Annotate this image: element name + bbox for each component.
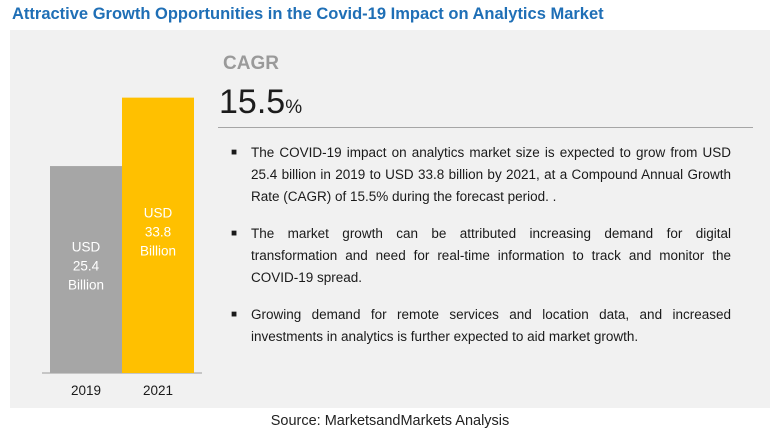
bar-2021 bbox=[122, 97, 194, 374]
square-bullet-icon: ■ bbox=[231, 147, 238, 158]
bullet-text: The market growth can be attributed incr… bbox=[251, 226, 731, 285]
x-tick-label: 2021 bbox=[143, 383, 173, 398]
bar-data-label: Billion bbox=[140, 243, 176, 258]
chart-title: Attractive Growth Opportunities in the C… bbox=[12, 5, 604, 23]
bar-data-label: USD bbox=[72, 240, 101, 255]
source-note: Source: MarketsandMarkets Analysis bbox=[270, 413, 510, 429]
bullet-list: ■ The COVID-19 impact on analytics market… bbox=[231, 142, 731, 363]
bar-data-label: Billion bbox=[68, 278, 104, 293]
bullet-item: ■ Growing demand for remote services and … bbox=[231, 304, 731, 348]
square-bullet-icon: ■ bbox=[231, 228, 238, 239]
x-tick-label: 2019 bbox=[71, 383, 101, 398]
bullet-text: The COVID-19 impact on analytics market … bbox=[251, 145, 731, 204]
bullet-item: ■ The COVID-19 impact on analytics market… bbox=[231, 142, 731, 208]
bar-2019 bbox=[50, 166, 122, 373]
bullet-text: Growing demand for remote services and l… bbox=[251, 307, 731, 344]
cagr-unit: % bbox=[285, 97, 303, 118]
bar-data-label: 33.8 bbox=[145, 224, 171, 239]
bullet-item: ■ The market growth can be attributed inc… bbox=[231, 223, 731, 289]
cagr-number: 15.5 bbox=[219, 83, 286, 121]
square-bullet-icon: ■ bbox=[231, 309, 238, 320]
cagr-value: 15.5% bbox=[219, 82, 302, 128]
bar-data-label: USD bbox=[144, 205, 173, 220]
bar-data-label: 25.4 bbox=[73, 259, 100, 274]
cagr-label: CAGR bbox=[223, 53, 279, 74]
cagr-divider bbox=[218, 127, 753, 128]
